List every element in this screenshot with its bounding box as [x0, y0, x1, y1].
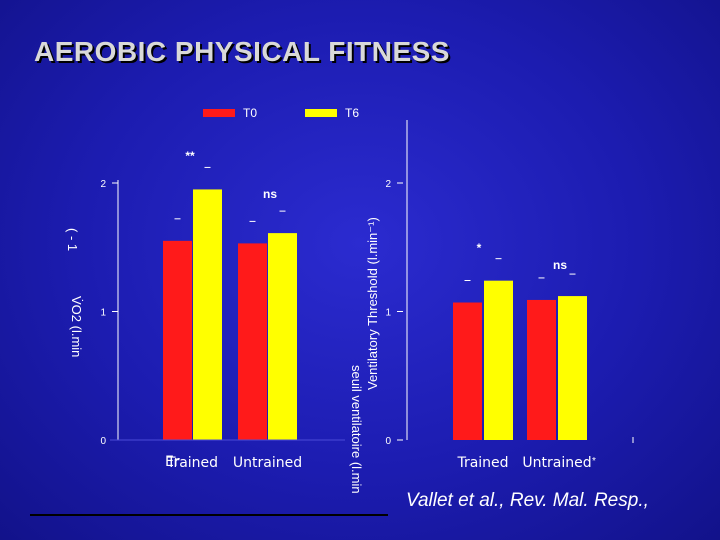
legend-label-t6: T6 [345, 106, 359, 120]
category-label: Trained [456, 455, 508, 471]
category-label: Untrained [522, 455, 591, 471]
page-title: AEROBIC PHYSICAL FITNESS [34, 36, 450, 67]
bar-t6-trained [484, 280, 513, 440]
y-tick-label: 1 [100, 308, 106, 319]
y-tick-label: 1 [385, 308, 391, 319]
category-suffix: * [592, 456, 596, 467]
left-chart: 0 1 2 Trained Untrained ** ns Er V̇O2 (l.min ( ‑ … [65, 149, 345, 471]
category-prefix: Er [165, 454, 180, 470]
bar-t0-untrained [238, 243, 267, 440]
significance-marker: ns [553, 258, 567, 272]
legend: T0 T6 [203, 106, 359, 120]
bar-t0-trained [453, 302, 482, 440]
significance-marker: * [477, 241, 482, 255]
bar-t6-untrained [558, 296, 587, 440]
citation-rule [30, 514, 388, 516]
bar-t6-untrained [268, 233, 297, 440]
legend-swatch-t0 [203, 109, 235, 117]
y-tick-label: 2 [385, 179, 391, 190]
significance-marker: ** [185, 149, 195, 163]
category-label: Trained [166, 455, 218, 471]
y-tick-label: 0 [100, 436, 106, 447]
legend-label-t0: T0 [243, 106, 257, 120]
bar-t6-trained [193, 189, 222, 440]
legend-swatch-t6 [305, 109, 337, 117]
significance-marker: ns [263, 187, 277, 201]
y-tick-label: 0 [385, 436, 391, 447]
category-label: Untrained [233, 455, 302, 471]
y-axis-label-fragment: ( ‑ 1 [65, 228, 80, 251]
bar-t0-untrained [527, 299, 556, 440]
y-axis-label-mirrored: seuil ventilatoire (l.min [349, 365, 364, 494]
bar-t0-trained [163, 240, 192, 440]
y-axis-label-fragment: V̇O2 (l.min [69, 296, 84, 357]
y-tick-label: 2 [100, 179, 106, 190]
y-axis-label: Ventilatory Threshold (l.min⁻¹) [365, 217, 380, 390]
citation: Vallet et al., Rev. Mal. Resp., [406, 490, 649, 511]
